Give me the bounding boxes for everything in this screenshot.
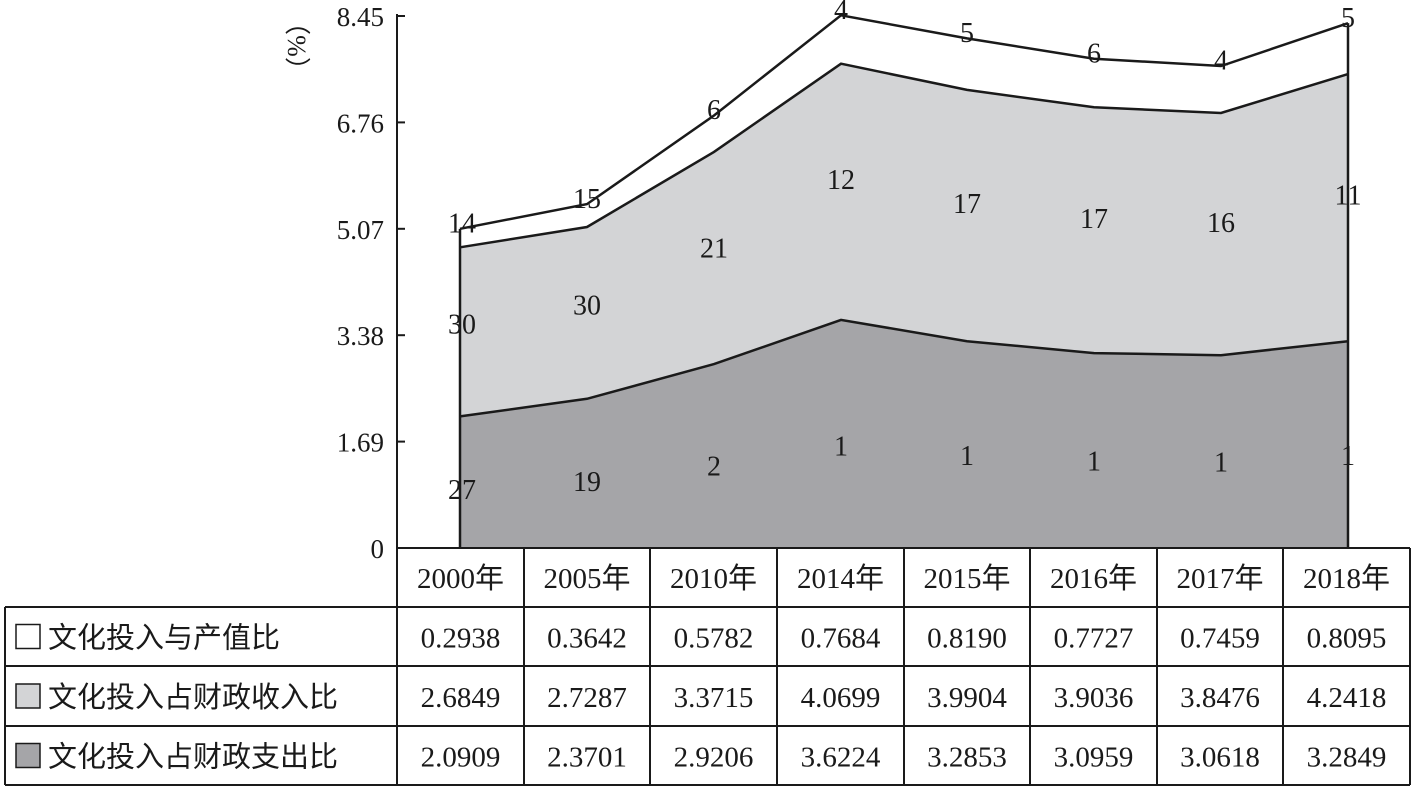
x-tick-label: 2015年 <box>923 562 1010 595</box>
area-series-1 <box>460 319 1348 548</box>
area-boundaries <box>458 13 1350 548</box>
table-cell: 3.0959 <box>1054 742 1134 774</box>
data-label: 5 <box>1341 3 1355 34</box>
data-table: 2000年 2005年 2010年 2014年 2015年 2016年 2017年 2018年… <box>4 547 1411 786</box>
data-label: 1 <box>1087 446 1101 477</box>
data-label: 1 <box>960 441 974 472</box>
x-tick-label: 2014年 <box>797 562 884 595</box>
y-tick-label: 8.45 <box>337 2 384 32</box>
legend-swatch <box>15 742 41 769</box>
y-tick-label: 1.69 <box>337 428 384 458</box>
table-cell: 0.7459 <box>1180 623 1260 655</box>
data-label: 30 <box>573 290 601 321</box>
table-cell: 0.8095 <box>1307 623 1387 655</box>
y-tick-label: 5.07 <box>337 215 384 245</box>
x-tick-label: 2017年 <box>1176 562 1263 595</box>
table-cell: 0.7684 <box>801 623 881 655</box>
data-label: 17 <box>1080 204 1108 235</box>
legend-label: 文化投入占财政收入比 <box>48 681 338 714</box>
table-cell: 0.7727 <box>1054 623 1134 655</box>
x-tick-label: 2000年 <box>417 562 504 595</box>
table-cell: 3.6224 <box>801 742 881 774</box>
area-series-3 <box>460 15 1348 248</box>
legend-label: 文化投入占财政支出比 <box>48 741 338 774</box>
table-cell: 3.9904 <box>927 682 1007 714</box>
legend-label: 文化投入与产值比 <box>48 622 280 655</box>
data-label: 30 <box>448 309 476 340</box>
data-label: 2 <box>707 451 721 482</box>
data-label: 5 <box>960 18 974 49</box>
data-label: 6 <box>707 95 721 126</box>
legend-swatch <box>15 683 41 709</box>
area-line-series-2 <box>459 62 1349 249</box>
data-label: 4 <box>834 0 848 26</box>
data-label: 4 <box>1214 46 1228 77</box>
table-cell: 2.0909 <box>421 742 501 774</box>
y-tick-label: 0 <box>371 534 385 564</box>
area-line-series-3 <box>459 13 1349 231</box>
table-cell: 2.7287 <box>547 682 627 714</box>
data-label: 19 <box>573 467 601 498</box>
area-line-series-1 <box>459 318 1349 418</box>
table-cell: 2.3701 <box>547 742 627 774</box>
data-label: 14 <box>448 209 476 240</box>
y-axis-unit-label: （%） <box>282 9 311 83</box>
table-cell: 4.2418 <box>1307 682 1387 714</box>
x-tick-label: 2010年 <box>670 562 757 595</box>
data-label: 11 <box>1335 180 1362 211</box>
x-tick-label: 2005年 <box>543 562 630 595</box>
area-series-2 <box>460 63 1348 417</box>
table-cell: 0.3642 <box>547 623 627 655</box>
x-tick-label: 2016年 <box>1050 562 1137 595</box>
x-tick-label: 2018年 <box>1303 562 1390 595</box>
table-cell: 0.5782 <box>674 623 754 655</box>
table-cell: 4.0699 <box>801 682 881 714</box>
y-tick-label: 3.38 <box>337 321 384 351</box>
table-cell: 0.8190 <box>927 623 1007 655</box>
area-layers <box>460 15 1348 548</box>
data-label: 12 <box>827 165 855 196</box>
data-label: 1 <box>1214 447 1228 478</box>
legend-swatch <box>15 623 41 650</box>
data-label: 1 <box>1341 441 1355 472</box>
y-tick-label: 6.76 <box>337 108 384 138</box>
table-cell: 3.9036 <box>1054 682 1134 714</box>
table-cell: 3.8476 <box>1180 682 1260 714</box>
data-label: 17 <box>953 189 981 220</box>
data-label: 27 <box>448 475 476 506</box>
data-label: 1 <box>834 431 848 462</box>
table-cell: 3.0618 <box>1180 742 1260 774</box>
table-cell: 3.2853 <box>927 742 1007 774</box>
data-label: 21 <box>700 233 728 264</box>
y-axis-ticks: 0 1.69 3.38 5.07 6.76 8.45 <box>337 2 405 564</box>
data-label: 16 <box>1207 208 1235 239</box>
data-label: 15 <box>573 184 601 215</box>
table-cell: 0.2938 <box>421 623 501 655</box>
table-cell: 3.2849 <box>1307 742 1387 774</box>
table-cell: 2.6849 <box>421 682 501 714</box>
data-label: 6 <box>1087 38 1101 69</box>
table-cell: 2.9206 <box>674 742 754 774</box>
table-cell: 3.3715 <box>674 682 754 714</box>
